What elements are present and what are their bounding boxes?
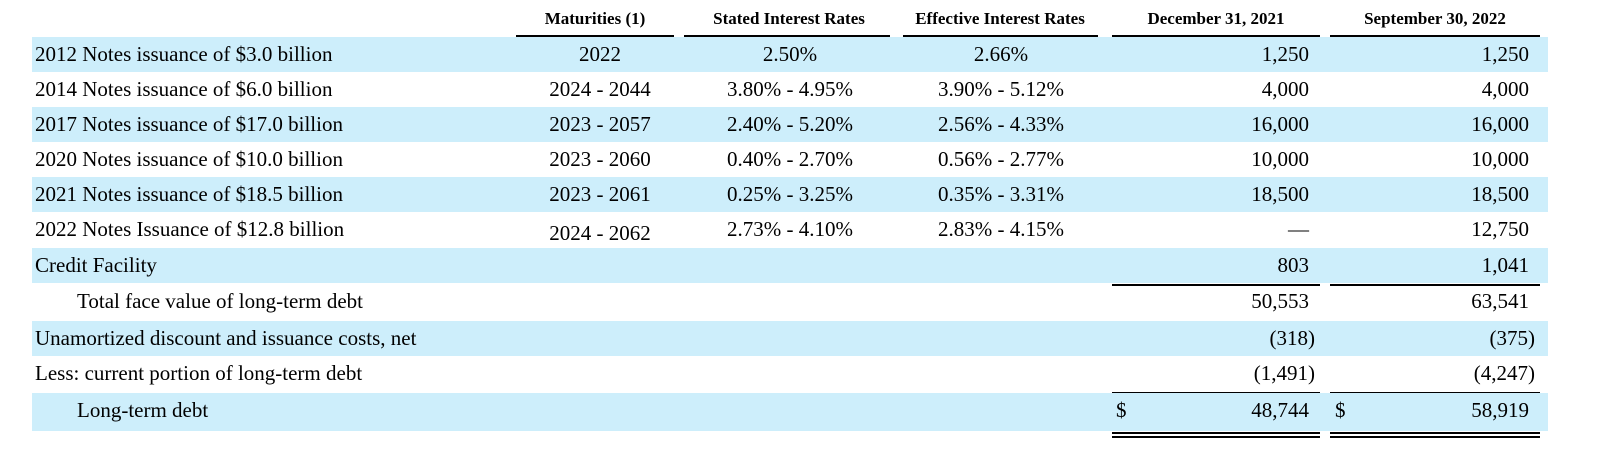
maturities-cell: 2023 - 2060: [549, 147, 651, 171]
table-row: 2020 Notes issuance of $10.0 billion 202…: [32, 142, 1548, 177]
value-2022-cell: 1,250: [1481, 42, 1529, 66]
table-row: Long-term debt $ 48,744 $ 58,919: [32, 393, 1548, 431]
header-rule-stated: [684, 35, 890, 37]
row-label: 2014 Notes issuance of $6.0 billion: [35, 77, 333, 101]
header-effective-interest-rates: Effective Interest Rates: [915, 9, 1085, 28]
value-2022-cell: 4,000: [1481, 77, 1529, 101]
row-label: Total face value of long-term debt: [77, 289, 363, 313]
header-september-30-2022: September 30, 2022: [1364, 9, 1506, 28]
row-label: Long-term debt: [77, 398, 209, 422]
row-label: 2012 Notes issuance of $3.0 billion: [35, 42, 333, 66]
table-row: 2012 Notes issuance of $3.0 billion 2022…: [32, 37, 1548, 72]
value-2021-cell: 18,500: [1251, 182, 1309, 206]
stated-rate-cell: 2.73% - 4.10%: [727, 217, 853, 241]
double-rule-bottom-2022: [1330, 436, 1540, 438]
effective-rate-cell: 2.56% - 4.33%: [938, 112, 1064, 136]
header-december-31-2021: December 31, 2021: [1147, 9, 1285, 28]
header-rule-col2: [1330, 35, 1540, 37]
stated-rate-cell: 0.40% - 2.70%: [727, 147, 853, 171]
value-2022-cell: 18,500: [1471, 182, 1529, 206]
value-2021-cell: (318): [1269, 326, 1316, 350]
currency-symbol-2022: $: [1335, 398, 1346, 422]
value-2022-cell: 12,750: [1471, 217, 1529, 241]
double-rule-top-2021: [1112, 432, 1320, 434]
header-rule-effective: [903, 35, 1098, 37]
maturities-cell: 2023 - 2061: [549, 182, 651, 206]
row-label: 2022 Notes Issuance of $12.8 billion: [35, 217, 345, 241]
value-2021-cell: 50,553: [1251, 289, 1309, 313]
effective-rate-cell: 2.66%: [973, 42, 1029, 66]
subtotal-rule-2022: [1330, 284, 1540, 286]
table-row: Unamortized discount and issuance costs,…: [32, 321, 1548, 356]
effective-rate-cell: 2.83% - 4.15%: [938, 217, 1064, 241]
effective-rate-cell: 0.56% - 2.77%: [938, 147, 1064, 171]
row-label: 2020 Notes issuance of $10.0 billion: [35, 147, 343, 171]
table-row: 2017 Notes issuance of $17.0 billion 202…: [32, 107, 1548, 142]
value-2022-cell: 63,541: [1471, 289, 1529, 313]
value-2021-cell: 48,744: [1251, 398, 1309, 422]
header-stated-interest-rates: Stated Interest Rates: [713, 9, 865, 28]
header-maturities: Maturities (1): [544, 9, 646, 28]
header-rule-maturities: [516, 35, 674, 37]
maturities-cell: 2024 - 2062: [549, 221, 651, 245]
subtotal-rule-2021: [1112, 284, 1320, 286]
value-2022-cell: 16,000: [1471, 112, 1529, 136]
double-rule-top-2022: [1330, 432, 1540, 434]
value-2022-cell: (4,247): [1473, 361, 1535, 385]
value-2021-cell: 4,000: [1261, 77, 1309, 101]
table-row: Credit Facility 803 1,041: [32, 248, 1548, 283]
value-2021-cell: 1,250: [1261, 42, 1309, 66]
maturities-cell: 2022: [579, 42, 621, 66]
value-2022-cell: 1,041: [1481, 253, 1529, 277]
value-2021-cell: (1,491): [1253, 361, 1315, 385]
row-label: 2021 Notes issuance of $18.5 billion: [35, 182, 343, 206]
value-2021-cell: 803: [1277, 253, 1310, 277]
table-row: 2014 Notes issuance of $6.0 billion 2024…: [32, 72, 1548, 107]
table-row: 2022 Notes Issuance of $12.8 billion 202…: [32, 212, 1548, 247]
row-label: Less: current portion of long-term debt: [35, 361, 363, 385]
stated-rate-cell: 2.40% - 5.20%: [727, 112, 853, 136]
currency-symbol-2021: $: [1116, 398, 1127, 422]
row-label: Credit Facility: [35, 253, 157, 277]
header-rule-col1: [1112, 35, 1320, 37]
effective-rate-cell: 0.35% - 3.31%: [938, 182, 1064, 206]
value-2022-cell: 10,000: [1471, 147, 1529, 171]
effective-rate-cell: 3.90% - 5.12%: [938, 77, 1064, 101]
double-rule-bottom-2021: [1112, 436, 1320, 438]
stated-rate-cell: 0.25% - 3.25%: [727, 182, 853, 206]
stated-rate-cell: 3.80% - 4.95%: [727, 77, 853, 101]
row-label: 2017 Notes issuance of $17.0 billion: [35, 112, 343, 136]
value-2022-cell: (375): [1489, 326, 1536, 350]
table-row: Less: current portion of long-term debt …: [32, 356, 1548, 391]
table-row: 2021 Notes issuance of $18.5 billion 202…: [32, 177, 1548, 212]
value-2021-cell: 16,000: [1251, 112, 1309, 136]
stated-rate-cell: 2.50%: [762, 42, 818, 66]
maturities-cell: 2023 - 2057: [549, 112, 651, 136]
table-row: Total face value of long-term debt 50,55…: [32, 284, 1548, 319]
value-2022-cell: 58,919: [1471, 398, 1529, 422]
value-2021-cell: —: [1288, 217, 1309, 241]
row-label: Unamortized discount and issuance costs,…: [35, 326, 417, 350]
value-2021-cell: 10,000: [1251, 147, 1309, 171]
maturities-cell: 2024 - 2044: [549, 77, 651, 101]
